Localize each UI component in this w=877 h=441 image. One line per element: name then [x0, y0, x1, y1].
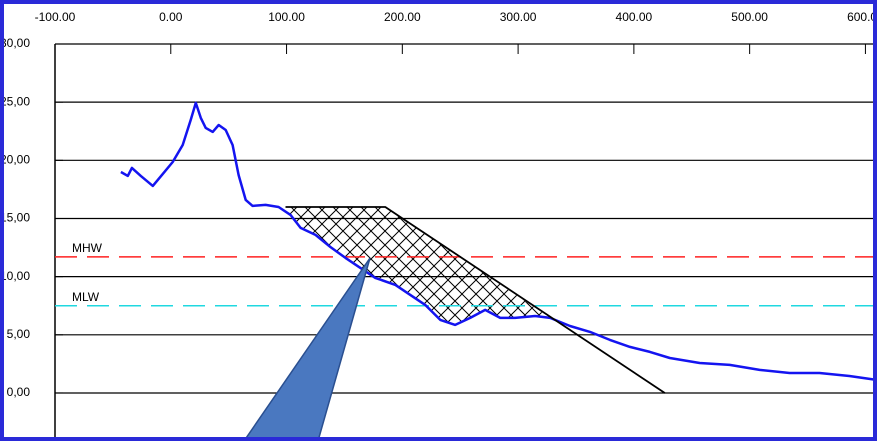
hatched-area [285, 206, 551, 325]
x-tick-label: 500.00 [731, 10, 768, 24]
y-tick-label: 10,00 [0, 269, 30, 283]
y-tick-label: 15,00 [0, 211, 30, 225]
series-line [285, 206, 666, 394]
y-tick-label: 5,00 [7, 327, 31, 341]
x-tick-label: 600.00 [847, 10, 877, 24]
plot-area: 30,00 25,00 20,00 15,00 10,00 5,00 0,00 -100.00… [0, 10, 877, 441]
y-tick-label: 30,00 [0, 36, 30, 50]
x-tick-label: 100.00 [268, 10, 305, 24]
y-tick-label: 20,00 [0, 152, 30, 166]
x-tick-label: 400.00 [616, 10, 653, 24]
x-tick-label: 300.00 [500, 10, 537, 24]
y-tick-label: 0,00 [7, 385, 31, 399]
level-label: MHW [72, 241, 103, 255]
x-tick-label: 0.00 [159, 10, 183, 24]
level-label: MLW [72, 290, 100, 304]
y-tick-label: 25,00 [0, 94, 30, 108]
series-line [120, 101, 877, 382]
x-tick-label: 200.00 [384, 10, 421, 24]
x-tick-label: -100.00 [35, 10, 76, 24]
callout-arrow [243, 257, 371, 441]
